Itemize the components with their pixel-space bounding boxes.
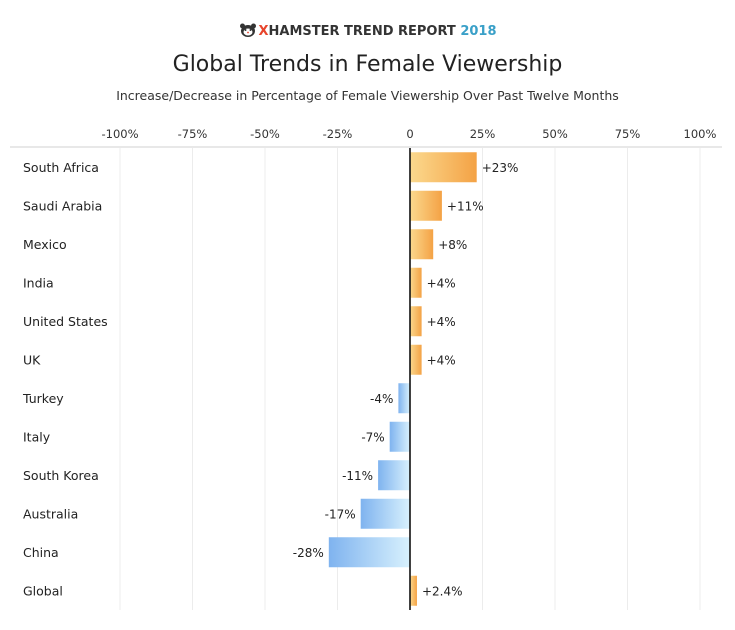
bar bbox=[389, 421, 410, 452]
x-tick-label: -25% bbox=[323, 127, 353, 141]
x-tick-label: -100% bbox=[101, 127, 138, 141]
x-tick-label: 100% bbox=[684, 127, 717, 141]
category-label: UK bbox=[23, 352, 41, 367]
data-label: -11% bbox=[342, 469, 373, 483]
bar bbox=[378, 460, 410, 491]
x-tick-label: 75% bbox=[615, 127, 641, 141]
data-label: +4% bbox=[427, 353, 456, 367]
bar bbox=[410, 344, 422, 375]
bar bbox=[410, 190, 442, 221]
data-label: -17% bbox=[325, 507, 356, 521]
category-label: Saudi Arabia bbox=[23, 198, 102, 213]
chart-title: Global Trends in Female Viewership bbox=[172, 52, 563, 77]
data-label: -7% bbox=[361, 430, 384, 444]
data-label: -4% bbox=[370, 392, 393, 406]
x-tick-label: -75% bbox=[178, 127, 208, 141]
bar bbox=[328, 537, 410, 568]
hamster-logo-icon bbox=[239, 23, 256, 37]
x-axis-ticks: -100% -75% -50% -25% 0 25% 50% 75% 100% bbox=[101, 127, 716, 141]
category-label: Global bbox=[23, 583, 63, 598]
data-label: -28% bbox=[293, 546, 324, 560]
brand-name: HAMSTER TREND REPORT bbox=[268, 24, 456, 39]
category-label: South Africa bbox=[23, 160, 99, 175]
category-label: India bbox=[23, 275, 54, 290]
bar bbox=[410, 575, 417, 606]
category-label: United States bbox=[23, 314, 108, 329]
bar bbox=[360, 498, 410, 529]
bars-layer bbox=[328, 152, 477, 606]
category-label: Australia bbox=[23, 506, 78, 521]
data-label: +2.4% bbox=[422, 584, 463, 598]
category-label: Turkey bbox=[22, 391, 64, 406]
data-label: +8% bbox=[438, 238, 467, 252]
data-label: +4% bbox=[427, 276, 456, 290]
x-tick-label: 0 bbox=[406, 127, 413, 141]
grid-layer bbox=[10, 146, 722, 610]
chart-subtitle: Increase/Decrease in Percentage of Femal… bbox=[116, 88, 619, 103]
category-label: China bbox=[23, 545, 59, 560]
x-tick-label: 25% bbox=[470, 127, 496, 141]
x-tick-label: -50% bbox=[250, 127, 280, 141]
data-label: +11% bbox=[447, 199, 484, 213]
bar bbox=[398, 383, 410, 414]
data-label: +4% bbox=[427, 315, 456, 329]
data-label: +23% bbox=[482, 161, 519, 175]
category-label: South Korea bbox=[23, 468, 99, 483]
bar bbox=[410, 229, 434, 260]
category-label: Italy bbox=[23, 429, 51, 444]
x-tick-label: 50% bbox=[542, 127, 568, 141]
category-label: Mexico bbox=[23, 237, 67, 252]
bar bbox=[410, 152, 477, 183]
brand-year: 2018 bbox=[460, 24, 497, 39]
bar bbox=[410, 267, 422, 298]
brand-header: XHAMSTER TREND REPORT 2018 bbox=[0, 20, 735, 39]
bar bbox=[410, 306, 422, 337]
labels-layer: South Africa +23% Saudi Arabia +11% Mexico +8… bbox=[22, 148, 518, 610]
brand-prefix: X bbox=[258, 24, 269, 39]
